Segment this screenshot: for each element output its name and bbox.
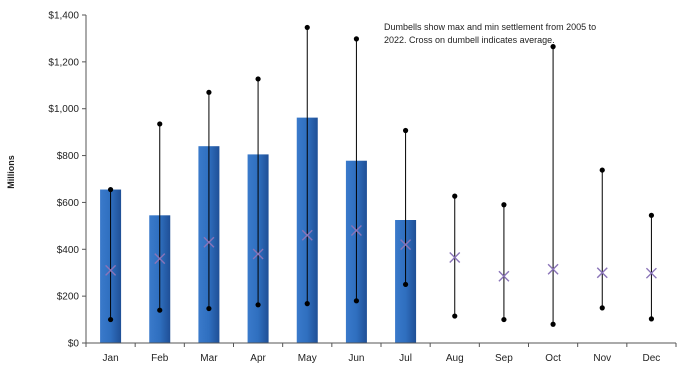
x-tick-label: Sep (495, 353, 513, 364)
x-axis-labels: Jan Feb Mar Apr May Jun Jul Aug Sep Oct Nov Dec (103, 353, 661, 364)
dumbbell-min-dot (255, 302, 261, 308)
average-cross (154, 253, 166, 265)
y-axis-title: Millions (6, 155, 16, 189)
dumbbell-max-dot (353, 36, 360, 42)
average-cross (301, 229, 313, 241)
dumbbells (107, 24, 655, 327)
x-tick-label: Feb (151, 353, 169, 364)
y-tick-label: $1,000 (48, 104, 79, 115)
average-cross-stroke (645, 267, 657, 279)
y-tick-label: $0 (68, 339, 80, 350)
dumbbell-min-dot (353, 298, 360, 304)
y-axis-ticks: $0 $200 $400 $600 $800 $1,000 $1,200 $1,400 (48, 11, 86, 350)
average-cross (203, 236, 215, 248)
average-cross-stroke (203, 236, 215, 248)
dumbbell-max-dot (402, 127, 409, 134)
dumbbell-min-dot (206, 305, 212, 312)
average-cross (449, 251, 461, 263)
dumbbell-max-dot (157, 121, 163, 127)
y-tick-label: $600 (57, 198, 80, 209)
annotation-line-1: Dumbells show max and min settlement fro… (384, 22, 596, 32)
x-tick-label: Nov (593, 353, 611, 364)
dumbbell-min-dot (550, 321, 556, 327)
x-tick-label: May (298, 353, 317, 364)
average-cross (252, 248, 264, 260)
average-cross-stroke (400, 239, 412, 251)
average-cross-stroke (596, 267, 608, 279)
x-tick-label: Mar (200, 353, 218, 364)
average-cross (547, 263, 559, 275)
dumbbell-max-dot (304, 24, 310, 31)
dumbbell-min-dot (157, 307, 163, 313)
y-tick-label: $400 (57, 245, 80, 256)
average-cross (498, 270, 510, 282)
average-cross-stroke (105, 264, 117, 276)
annotation-line-2: 2022. Cross on dumbell indicates average… (384, 35, 555, 45)
dumbbell-max-dot (206, 89, 212, 95)
average-cross-stroke (350, 225, 362, 237)
dumbbell-max-dot (501, 202, 507, 208)
average-cross (400, 239, 412, 251)
dumbbell-max-dot (452, 193, 458, 199)
y-tick-label: $800 (57, 151, 80, 162)
x-tick-label: Apr (250, 353, 266, 364)
dumbbell-max-dot (255, 76, 261, 82)
dumbbell-max-dot (599, 167, 605, 173)
average-cross-stroke (252, 248, 264, 260)
average-cross-stroke (449, 251, 461, 263)
average-cross-stroke (498, 270, 510, 282)
y-tick-label: $1,200 (48, 57, 79, 68)
y-tick-label: $1,400 (48, 11, 79, 22)
dumbbell-min-dot (107, 316, 114, 323)
dumbbell-max-dot (550, 44, 556, 50)
average-cross-stroke (547, 263, 559, 275)
x-tick-label: Oct (545, 353, 561, 364)
x-tick-label: Aug (446, 353, 464, 364)
dumbbell-min-dot (648, 316, 655, 322)
average-cross-stroke (154, 253, 166, 265)
axes (85, 15, 677, 347)
average-cross (105, 264, 117, 276)
dumbbell-min-dot (402, 281, 409, 288)
dumbbell-max-dot (107, 186, 114, 193)
dumbbell-min-dot (599, 305, 605, 311)
x-tick-label: Dec (643, 353, 661, 364)
dumbbell-min-dot (501, 316, 507, 323)
average-cross (350, 225, 362, 237)
dumbbell-min-dot (452, 313, 458, 319)
dumbbell-max-dot (648, 212, 655, 218)
x-tick-label: Jun (348, 353, 364, 364)
y-tick-label: $200 (57, 292, 80, 303)
x-tick-label: Jan (103, 353, 119, 364)
x-tick-label: Jul (399, 353, 412, 364)
dumbbell-min-dot (304, 301, 310, 307)
average-cross (645, 267, 657, 279)
average-cross-stroke (301, 229, 313, 241)
average-cross (596, 267, 608, 279)
average-crosses (105, 225, 657, 282)
